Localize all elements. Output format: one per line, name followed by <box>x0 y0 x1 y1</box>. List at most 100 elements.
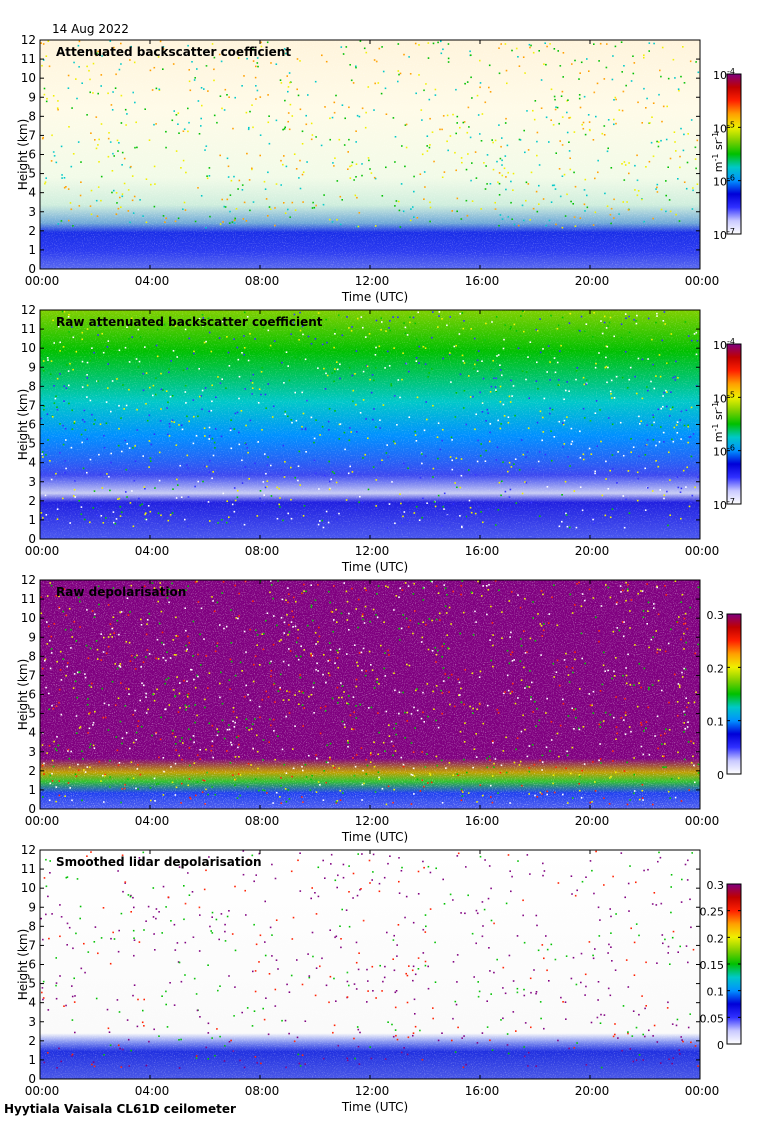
y-tick-label: 0 <box>28 532 36 546</box>
panel-title: Attenuated backscatter coefficient <box>56 45 291 59</box>
y-tick-label: 5 <box>28 707 36 721</box>
colorbar-tick-label: 10-4 <box>713 67 735 82</box>
x-tick-label: 00:00 <box>25 1084 60 1098</box>
y-tick-label: 9 <box>28 360 36 374</box>
colorbar: 10-4 10-5 10-6 10-7 m-1 sr-1 <box>711 67 742 242</box>
colorbar-scale <box>726 613 742 775</box>
colorbar-tick-label: 0.2 <box>707 932 725 945</box>
y-tick-label: 3 <box>28 475 36 489</box>
y-tick-label: 4 <box>28 456 36 470</box>
y-tick-label: 4 <box>28 726 36 740</box>
y-axis-label: Height (km) <box>16 929 30 1000</box>
y-tick-label: 11 <box>21 322 36 336</box>
noise-overlay <box>40 40 700 269</box>
y-tick-label: 5 <box>28 437 36 451</box>
colorbar-units: m-1 sr-1 <box>711 402 725 442</box>
y-tick-label: 12 <box>21 573 36 587</box>
y-tick-label: 4 <box>28 186 36 200</box>
colorbar-tick-label: 10-7 <box>713 497 735 512</box>
noise-overlay <box>40 580 700 809</box>
y-tick-label: 11 <box>21 862 36 876</box>
y-tick-label: 4 <box>28 996 36 1010</box>
y-tick-label: 6 <box>28 958 36 972</box>
y-tick-label: 3 <box>28 205 36 219</box>
y-tick-label: 8 <box>28 649 36 663</box>
colorbar-tick-label: 0.05 <box>700 1012 725 1025</box>
x-tick-label: 00:00 <box>25 274 60 288</box>
colorbar-scale <box>726 343 742 505</box>
y-tick-label: 11 <box>21 592 36 606</box>
y-axis-label: Height (km) <box>16 119 30 190</box>
plot-area <box>40 580 700 809</box>
colorbar: 0.3 0.2 0.1 0 <box>707 609 742 782</box>
y-tick-label: 10 <box>21 71 36 85</box>
y-tick-label: 10 <box>21 611 36 625</box>
y-tick-label: 0 <box>28 262 36 276</box>
x-tick-label: 00:00 <box>685 544 720 558</box>
y-tick-label: 2 <box>28 764 36 778</box>
colorbar-tick-label: 0.2 <box>707 662 725 675</box>
y-tick-label: 2 <box>28 224 36 238</box>
panel-title: Smoothed lidar depolarisation <box>56 855 262 869</box>
y-tick-label: 1 <box>28 243 36 257</box>
x-axis-label: Time (UTC) <box>341 290 408 304</box>
y-axis-label: Height (km) <box>16 659 30 730</box>
colorbar-tick-label: 0.1 <box>707 986 725 999</box>
y-tick-label: 7 <box>28 398 36 412</box>
y-axis-label: Height (km) <box>16 389 30 460</box>
plot-area <box>40 310 700 539</box>
y-tick-label: 7 <box>28 938 36 952</box>
colorbar-tick-label: 10-6 <box>713 444 735 459</box>
y-tick-label: 12 <box>21 33 36 47</box>
x-tick-label: 08:00 <box>245 1084 280 1098</box>
x-tick-label: 04:00 <box>135 274 170 288</box>
y-tick-label: 8 <box>28 919 36 933</box>
colorbar-tick-label: 10-4 <box>713 337 735 352</box>
y-tick-label: 12 <box>21 843 36 857</box>
y-tick-label: 8 <box>28 109 36 123</box>
colorbar-tick-label: 10-5 <box>713 120 735 135</box>
x-tick-label: 16:00 <box>465 1084 500 1098</box>
colorbar-tick-label: 10-7 <box>713 227 735 242</box>
y-tick-label: 5 <box>28 167 36 181</box>
colorbar-tick-label: 0.1 <box>707 716 725 729</box>
x-tick-label: 04:00 <box>135 814 170 828</box>
colorbar-tick-label: 0.3 <box>707 609 725 622</box>
plot-area <box>40 850 700 1079</box>
y-tick-label: 9 <box>28 630 36 644</box>
colorbar-tick-label: 0.15 <box>700 959 725 972</box>
colorbar-tick-label: 10-6 <box>713 174 735 189</box>
y-tick-label: 3 <box>28 1015 36 1029</box>
x-axis-label: Time (UTC) <box>341 1100 408 1114</box>
x-tick-label: 12:00 <box>355 544 390 558</box>
colorbar: 0.3 0.25 0.2 0.15 0.1 0.05 0 <box>700 879 742 1052</box>
y-tick-label: 6 <box>28 148 36 162</box>
colorbar-tick-label: 0.3 <box>707 879 725 892</box>
y-tick-label: 9 <box>28 900 36 914</box>
colorbar-units: m-1 sr-1 <box>711 132 725 172</box>
x-tick-label: 00:00 <box>25 544 60 558</box>
x-tick-label: 16:00 <box>465 274 500 288</box>
y-tick-label: 2 <box>28 1034 36 1048</box>
x-tick-label: 12:00 <box>355 274 390 288</box>
y-tick-label: 9 <box>28 90 36 104</box>
y-tick-label: 1 <box>28 513 36 527</box>
x-tick-label: 20:00 <box>575 274 610 288</box>
colorbar-tick-label: 10-5 <box>713 390 735 405</box>
noise-overlay <box>40 850 700 1079</box>
y-tick-label: 1 <box>28 1053 36 1067</box>
colorbar: 10-4 10-5 10-6 10-7 m-1 sr-1 <box>711 337 742 512</box>
x-axis-label: Time (UTC) <box>341 560 408 574</box>
y-tick-label: 11 <box>21 52 36 66</box>
y-tick-label: 6 <box>28 688 36 702</box>
x-tick-label: 08:00 <box>245 544 280 558</box>
colorbar-scale <box>726 73 742 235</box>
y-tick-label: 7 <box>28 128 36 142</box>
x-tick-label: 00:00 <box>685 1084 720 1098</box>
colorbar-tick-label: 0.25 <box>700 906 725 919</box>
